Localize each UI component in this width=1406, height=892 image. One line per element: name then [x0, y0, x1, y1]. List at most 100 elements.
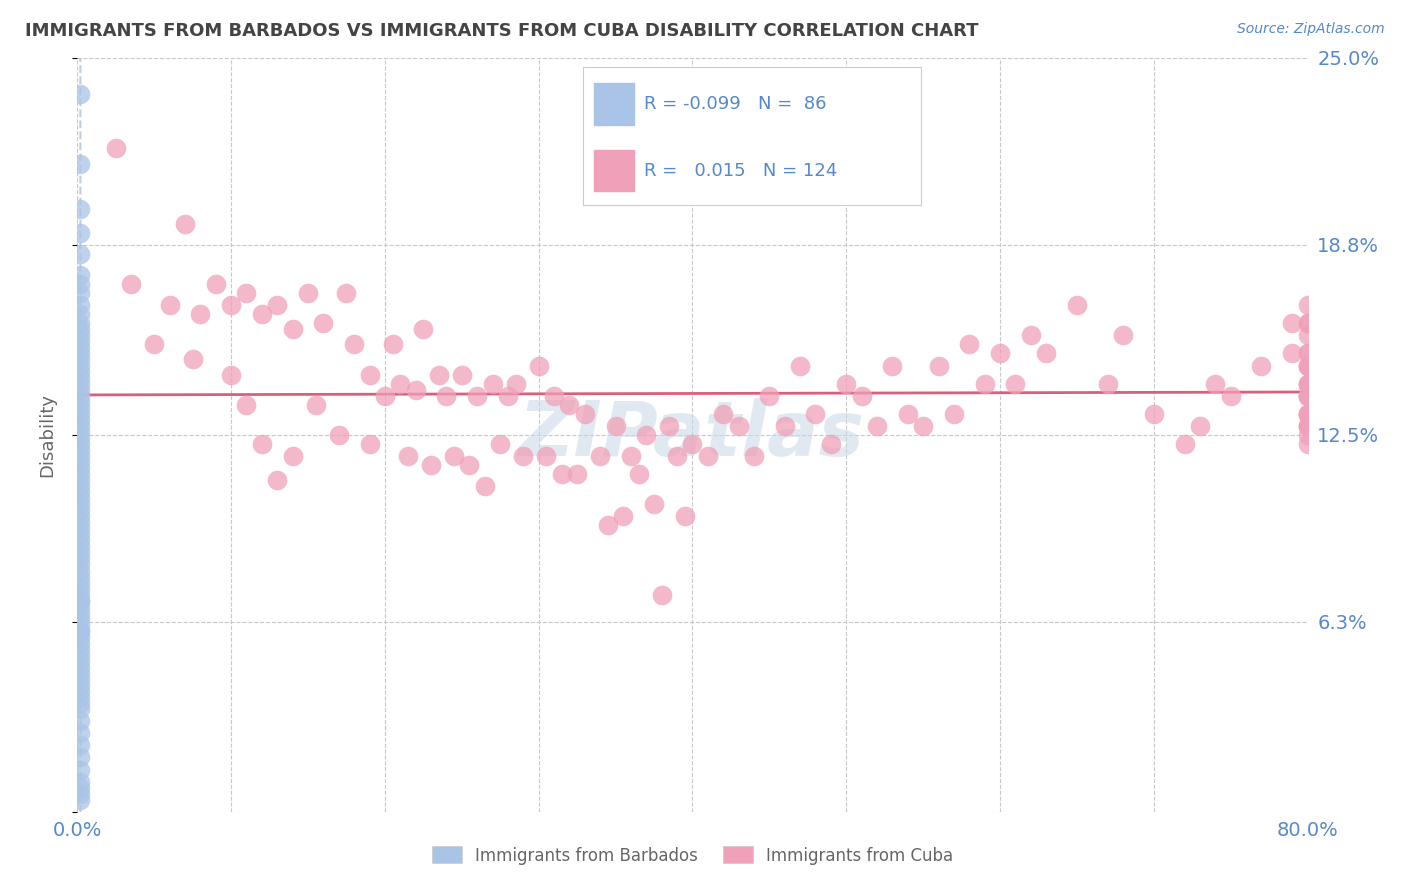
Point [658, 418, 681, 433]
Point [69, 316, 91, 330]
Point [69, 763, 91, 777]
Point [69, 401, 91, 415]
Point [235, 286, 257, 301]
Point [69, 479, 91, 493]
Point [1296, 407, 1319, 421]
Point [69, 774, 91, 789]
Point [69, 558, 91, 572]
Point [69, 545, 91, 559]
Point [897, 407, 920, 421]
Point [1296, 316, 1319, 330]
Point [574, 407, 596, 421]
Point [69, 449, 91, 463]
Point [1112, 328, 1135, 343]
Point [1174, 437, 1197, 451]
Point [69, 750, 91, 764]
Point [727, 418, 749, 433]
Point [1296, 359, 1319, 373]
Point [957, 337, 980, 351]
Point [773, 418, 796, 433]
Point [643, 497, 665, 511]
Point [235, 398, 257, 412]
Point [988, 346, 1011, 360]
Point [711, 407, 734, 421]
Point [1250, 359, 1272, 373]
Point [682, 437, 704, 451]
Point [69, 226, 91, 240]
Point [405, 383, 427, 397]
Point [512, 449, 534, 463]
Point [666, 449, 689, 463]
Point [69, 521, 91, 535]
Point [312, 316, 335, 330]
Point [835, 376, 858, 391]
Legend: Immigrants from Barbados, Immigrants from Cuba: Immigrants from Barbados, Immigrants fro… [425, 839, 960, 871]
Point [69, 582, 91, 596]
Point [481, 376, 503, 391]
Point [882, 359, 904, 373]
Point [359, 437, 381, 451]
Point [69, 328, 91, 343]
Point [69, 467, 91, 481]
Point [1296, 427, 1319, 442]
Point [1296, 298, 1319, 312]
Point [328, 427, 350, 442]
Point [1296, 328, 1319, 343]
Point [1035, 346, 1057, 360]
Point [281, 449, 304, 463]
Point [69, 654, 91, 668]
Point [69, 485, 91, 500]
Point [1296, 418, 1319, 433]
Point [69, 370, 91, 384]
Point [1296, 346, 1319, 360]
Point [69, 247, 91, 261]
Point [866, 418, 889, 433]
Point [69, 551, 91, 566]
Point [69, 461, 91, 475]
Point [69, 593, 91, 607]
Point [804, 407, 827, 421]
Point [69, 540, 91, 554]
Point [1188, 418, 1211, 433]
Point [1296, 389, 1319, 403]
Point [427, 368, 450, 382]
Text: IMMIGRANTS FROM BARBADOS VS IMMIGRANTS FROM CUBA DISABILITY CORRELATION CHART: IMMIGRANTS FROM BARBADOS VS IMMIGRANTS F… [25, 22, 979, 40]
Point [104, 141, 127, 155]
Point [551, 467, 574, 481]
Point [1066, 298, 1088, 312]
Point [69, 442, 91, 457]
Point [69, 569, 91, 583]
Point [496, 389, 519, 403]
Point [69, 334, 91, 349]
Point [1296, 389, 1319, 403]
Point [69, 509, 91, 524]
Point [69, 606, 91, 620]
Point [1019, 328, 1042, 343]
Point [1296, 407, 1319, 421]
Point [69, 455, 91, 469]
Point [69, 286, 91, 301]
Point [565, 467, 588, 481]
Point [174, 217, 197, 231]
Text: R =   0.015   N = 124: R = 0.015 N = 124 [644, 161, 838, 179]
Point [143, 337, 166, 351]
Point [620, 449, 643, 463]
Point [266, 298, 288, 312]
Point [505, 376, 527, 391]
Point [1296, 376, 1319, 391]
Point [474, 479, 496, 493]
Point [450, 368, 472, 382]
Point [69, 418, 91, 433]
Point [820, 437, 842, 451]
Point [343, 337, 366, 351]
Text: Source: ZipAtlas.com: Source: ZipAtlas.com [1237, 22, 1385, 37]
Point [69, 473, 91, 487]
Point [69, 413, 91, 427]
Point [389, 376, 412, 391]
Point [543, 389, 565, 403]
Point [412, 322, 434, 336]
Point [69, 376, 91, 391]
Point [305, 398, 328, 412]
Point [69, 202, 91, 216]
Point [69, 641, 91, 656]
